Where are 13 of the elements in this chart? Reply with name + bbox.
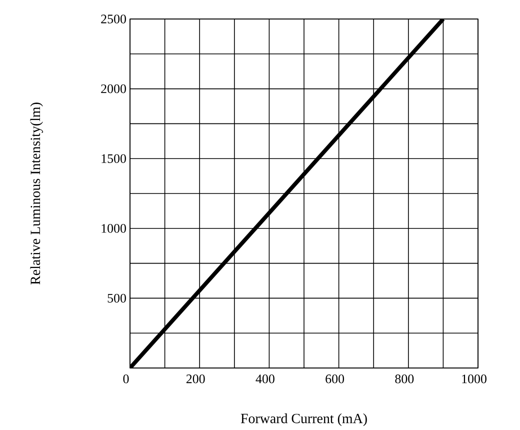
x-tick-label: 200 <box>186 374 205 384</box>
x-tick-label: 400 <box>256 374 274 384</box>
y-tick-label: 2500 <box>101 14 126 24</box>
x-tick-label: 0 <box>123 374 129 384</box>
y-tick-label: 1000 <box>102 224 126 233</box>
y-axis-title: Relative Luminous Intensity(lm) <box>30 102 43 285</box>
y-tick-label: 500 <box>108 294 126 303</box>
x-tick-label: 800 <box>395 374 414 384</box>
y-tick-label: 2000 <box>101 84 126 94</box>
x-tick-label: 1000 <box>462 374 486 384</box>
x-tick-label: 600 <box>326 374 344 384</box>
y-tick-label: 1500 <box>102 154 126 163</box>
x-axis-title: Forward Current (mA) <box>240 413 367 426</box>
